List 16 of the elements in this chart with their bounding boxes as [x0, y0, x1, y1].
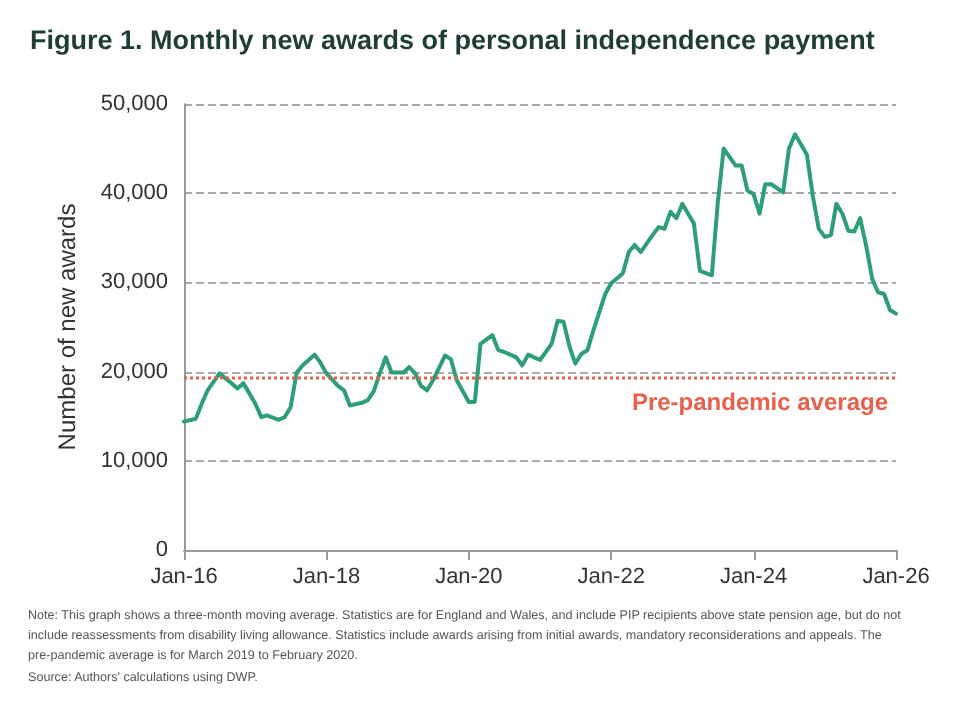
x-tick-label: Jan-22 [577, 565, 645, 589]
y-tick-label: 0 [155, 538, 168, 562]
chart-title: Figure 1. Monthly new awards of personal independence payment [30, 25, 876, 55]
y-axis-title: Number of new awards [52, 203, 81, 451]
x-tick-label: Jan-20 [435, 565, 503, 589]
y-tick-label: 30,000 [100, 270, 168, 295]
x-tick-label: Jan-18 [292, 565, 361, 589]
y-tick-label: 10,000 [100, 448, 168, 473]
x-tick-label: Jan-24 [719, 565, 788, 589]
y-tick-label: 20,000 [100, 359, 168, 384]
ref-line-label: Pre-pandemic average [631, 387, 889, 416]
x-tick-label: Jan-16 [150, 565, 218, 589]
y-tick-label: 50,000 [100, 92, 168, 116]
x-tick-label: Jan-26 [862, 565, 930, 589]
y-tick-label: 40,000 [100, 181, 168, 206]
line-series [182, 132, 898, 424]
